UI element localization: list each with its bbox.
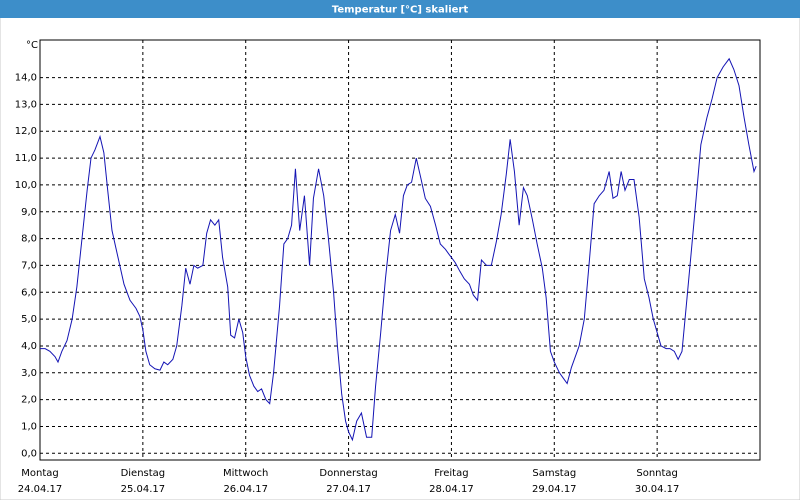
y-tick-label: 7,0 [21, 260, 37, 271]
y-tick-label: 12,0 [15, 126, 37, 137]
y-tick-label: 6,0 [21, 287, 37, 298]
y-tick-label: 5,0 [21, 314, 37, 325]
y-tick-label: 8,0 [21, 234, 37, 245]
x-tick-date: 25.04.17 [121, 484, 166, 495]
x-tick-label: Sonntag [636, 468, 678, 479]
x-tick-label: Mittwoch [223, 468, 268, 479]
x-tick-label: Dienstag [121, 468, 166, 479]
y-tick-label: 1,0 [21, 421, 37, 432]
temperature-line [40, 57, 757, 442]
y-tick-label: 11,0 [15, 153, 37, 164]
plot-frame [39, 39, 761, 461]
x-tick-label: Samstag [532, 468, 576, 479]
x-tick-label: Montag [21, 468, 58, 479]
x-tick-label: Freitag [434, 468, 468, 479]
y-tick-label: 13,0 [15, 99, 37, 110]
x-tick-date: 27.04.17 [326, 484, 371, 495]
x-tick-date: 30.04.17 [635, 484, 680, 495]
x-tick-date: 29.04.17 [532, 484, 577, 495]
x-tick-date: 28.04.17 [429, 484, 474, 495]
y-axis-label: °C [26, 40, 38, 51]
x-tick-label: Donnerstag [319, 468, 377, 479]
y-tick-label: 0,0 [21, 448, 37, 459]
y-tick-label: 14,0 [15, 73, 37, 84]
x-tick-date: 24.04.17 [18, 484, 63, 495]
plot-area: 0,0 1,0 2,0 3,0 4,0 5,0 6,0 7,0 8,0 9,0 10,0 11,0 12… [15, 39, 761, 495]
y-tick-label: 9,0 [21, 207, 37, 218]
y-tick-label: 10,0 [15, 180, 37, 191]
y-tick-label: 4,0 [21, 341, 37, 352]
x-tick-date: 26.04.17 [223, 484, 268, 495]
y-tick-label: 3,0 [21, 368, 37, 379]
y-tick-label: 2,0 [21, 395, 37, 406]
chart-title: Temperatur [°C] skaliert [332, 5, 469, 16]
title-bar [0, 0, 800, 18]
